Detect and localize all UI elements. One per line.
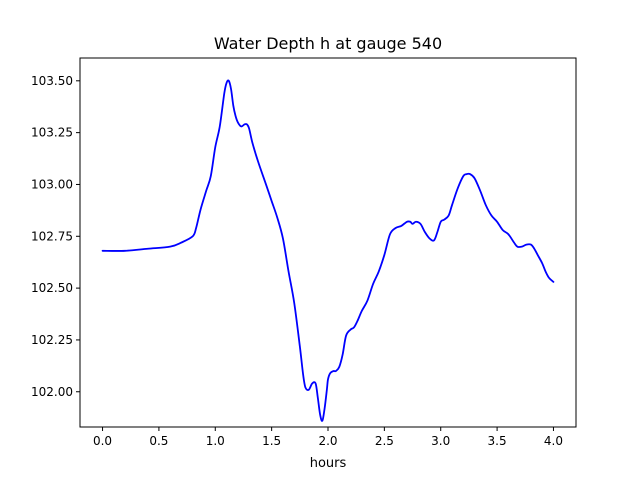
y-tick-label: 102.75 bbox=[31, 229, 73, 243]
y-tick-label: 103.00 bbox=[31, 177, 73, 191]
x-tick-label: 3.0 bbox=[431, 434, 450, 448]
y-tick-label: 103.25 bbox=[31, 126, 73, 140]
x-tick-label: 0.5 bbox=[149, 434, 168, 448]
y-tick-label: 102.00 bbox=[31, 385, 73, 399]
x-tick-label: 2.5 bbox=[375, 434, 394, 448]
chart-title: Water Depth h at gauge 540 bbox=[214, 34, 442, 53]
x-axis-label: hours bbox=[310, 456, 347, 471]
y-axis: 102.00 102.25 102.50 102.75 103.00 103.25 103.… bbox=[31, 74, 80, 399]
axes-frame bbox=[79, 57, 577, 428]
series-line bbox=[101, 79, 555, 422]
x-tick-label: 2.0 bbox=[318, 434, 337, 448]
x-tick-label: 0.0 bbox=[93, 434, 112, 448]
plot-area bbox=[101, 79, 555, 422]
x-tick-label: 1.0 bbox=[206, 434, 225, 448]
x-tick-label: 1.5 bbox=[262, 434, 281, 448]
x-axis: 0.0 0.5 1.0 1.5 2.0 2.5 3.0 3.5 4.0 bbox=[93, 427, 563, 448]
y-tick-label: 102.25 bbox=[31, 333, 73, 347]
x-tick-label: 3.5 bbox=[488, 434, 507, 448]
x-tick-label: 4.0 bbox=[544, 434, 563, 448]
y-tick-label: 102.50 bbox=[31, 281, 73, 295]
y-tick-label: 103.50 bbox=[31, 74, 73, 88]
